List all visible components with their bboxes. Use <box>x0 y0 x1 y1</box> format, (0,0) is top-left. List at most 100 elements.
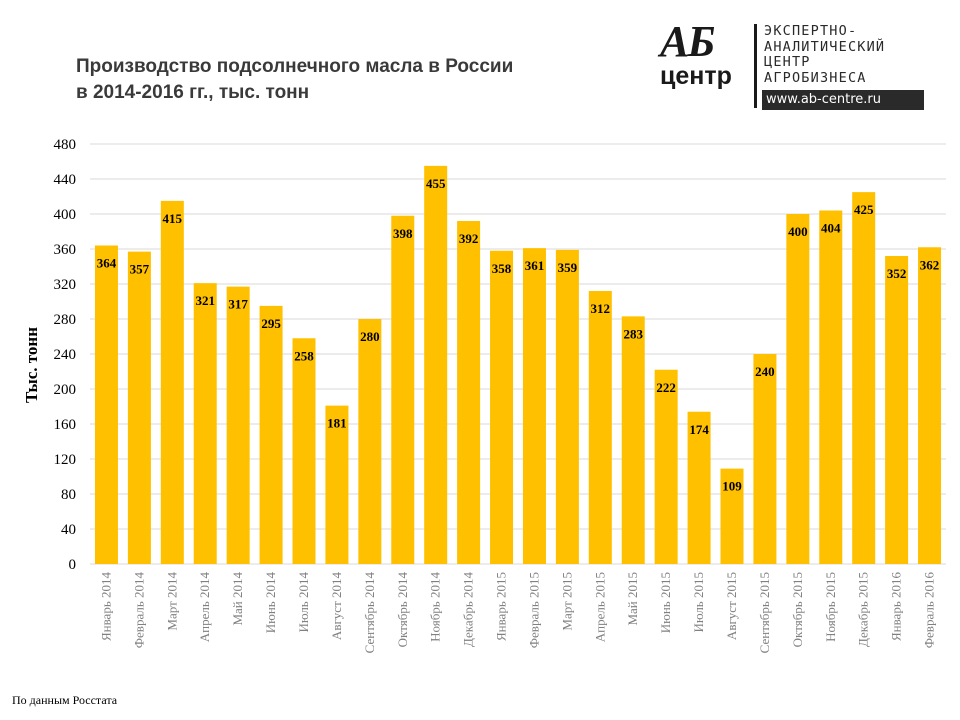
y-tick-label: 480 <box>54 137 77 153</box>
data-label: 295 <box>261 316 281 331</box>
bar <box>720 468 744 564</box>
title-line-1: Производство подсолнечного масла в Росси… <box>76 56 514 77</box>
logo-divider <box>754 24 757 108</box>
data-label: 174 <box>689 422 709 437</box>
y-tick-label: 360 <box>54 242 77 258</box>
x-tick-label: Ноябрь 2015 <box>823 572 838 642</box>
bar <box>654 369 678 564</box>
y-tick-label: 400 <box>54 207 77 223</box>
x-tick-label: Апрель 2014 <box>197 572 212 643</box>
data-label: 181 <box>327 416 347 431</box>
logo-line-1: ЭКСПЕРТНО- <box>764 23 858 39</box>
x-tick-label: Октябрь 2015 <box>790 572 805 647</box>
logo-line-4: АГРОБИЗНЕСА <box>764 69 867 86</box>
y-tick-label: 440 <box>54 172 77 188</box>
logo-url: www.ab-centre.ru <box>762 90 924 110</box>
title-line-2: в 2014-2016 гг., тыс. тонн <box>76 82 310 103</box>
x-tick-label: Декабрь 2014 <box>461 572 476 647</box>
bar <box>325 405 349 564</box>
x-tick-label: Июль 2014 <box>296 572 311 633</box>
x-tick-label: Январь 2014 <box>98 572 113 642</box>
data-label: 321 <box>195 293 215 308</box>
y-tick-label: 80 <box>61 487 76 503</box>
y-tick-label: 160 <box>54 417 77 433</box>
data-label: 283 <box>623 326 643 341</box>
data-label: 364 <box>97 256 117 271</box>
y-axis-label: Тыс. тонн <box>22 327 41 403</box>
data-label: 361 <box>525 258 545 273</box>
x-tick-label: Май 2015 <box>625 572 640 626</box>
bar <box>226 286 250 564</box>
bar <box>522 248 546 564</box>
bar <box>918 247 942 564</box>
data-label: 362 <box>920 257 940 272</box>
data-label: 359 <box>558 260 578 275</box>
bar <box>852 192 876 564</box>
bar <box>160 200 184 564</box>
gridlines <box>90 143 946 565</box>
data-label: 240 <box>755 364 775 379</box>
x-tick-label: Январь 2016 <box>889 572 904 642</box>
y-tick-label: 280 <box>54 312 77 328</box>
bars <box>94 165 942 564</box>
data-label: 312 <box>591 301 611 316</box>
x-tick-label: Июль 2015 <box>691 572 706 632</box>
ab-centre-logo: АБ центр ЭКСПЕРТНО- АНАЛИТИЧЕСКИЙ ЦЕНТР … <box>656 18 946 114</box>
y-tick-label: 320 <box>54 277 77 293</box>
x-tick-label: Сентябрь 2014 <box>362 572 377 654</box>
data-label: 109 <box>722 479 742 494</box>
bar <box>127 251 151 564</box>
x-tick-label: Февраль 2016 <box>922 572 937 649</box>
data-label: 258 <box>294 348 314 363</box>
x-tick-label: Февраль 2014 <box>131 572 146 649</box>
data-label: 425 <box>854 202 874 217</box>
data-label: 455 <box>426 176 446 191</box>
x-tick-label: Ноябрь 2014 <box>428 572 443 642</box>
bar <box>885 256 909 564</box>
logo-mark-bottom: центр <box>660 62 732 90</box>
x-tick-label: Март 2015 <box>559 572 574 631</box>
bar <box>259 305 283 564</box>
bar <box>358 319 382 564</box>
data-labels: 364 357 415 321 317 295 258 181 280 398 455 392 358 3… <box>97 176 940 494</box>
data-label: 400 <box>788 224 808 239</box>
bar <box>424 165 448 564</box>
data-label: 358 <box>492 261 512 276</box>
data-label: 222 <box>656 380 676 395</box>
logo-text: ЭКСПЕРТНО- АНАЛИТИЧЕСКИЙ ЦЕНТР АГРОБИЗНЕ… <box>764 23 886 86</box>
bar <box>687 411 711 564</box>
x-tick-label: Февраль 2015 <box>526 572 541 648</box>
y-tick-label: 0 <box>69 557 77 573</box>
x-tick-labels: Январь 2014 Февраль 2014 Март 2014 Апрель 2… <box>98 572 936 654</box>
x-tick-label: Март 2014 <box>164 572 179 631</box>
data-label: 404 <box>821 221 841 236</box>
bar <box>753 354 777 564</box>
logo-line-2: АНАЛИТИЧЕСКИЙ <box>764 38 886 55</box>
y-tick-label: 40 <box>61 522 76 538</box>
bar <box>457 221 481 564</box>
logo-mark: АБ центр <box>656 18 752 94</box>
x-tick-label: Сентябрь 2015 <box>757 572 772 653</box>
y-tick-label: 200 <box>54 382 77 398</box>
logo-line-3: ЦЕНТР <box>764 54 811 70</box>
bar <box>193 283 217 564</box>
bar <box>292 338 316 564</box>
data-label: 415 <box>163 211 183 226</box>
bar <box>490 250 514 564</box>
bar <box>819 210 843 564</box>
data-label: 357 <box>130 262 150 277</box>
logo-mark-top: АБ <box>660 17 715 66</box>
x-tick-label: Октябрь 2014 <box>395 572 410 648</box>
bar <box>391 215 415 564</box>
bar <box>621 316 645 564</box>
y-tick-labels: 0 40 80 120 160 200 240 280 320 360 400 440 480 <box>54 137 77 573</box>
data-label: 398 <box>393 226 413 241</box>
y-tick-label: 240 <box>54 347 77 363</box>
x-tick-label: Август 2014 <box>329 572 344 641</box>
data-label: 392 <box>459 231 479 246</box>
x-tick-label: Декабрь 2015 <box>856 572 871 647</box>
x-tick-label: Июнь 2014 <box>263 572 278 634</box>
y-tick-label: 120 <box>54 452 77 468</box>
x-tick-label: Апрель 2015 <box>592 572 607 642</box>
source-note: По данным Росстата <box>12 693 118 707</box>
